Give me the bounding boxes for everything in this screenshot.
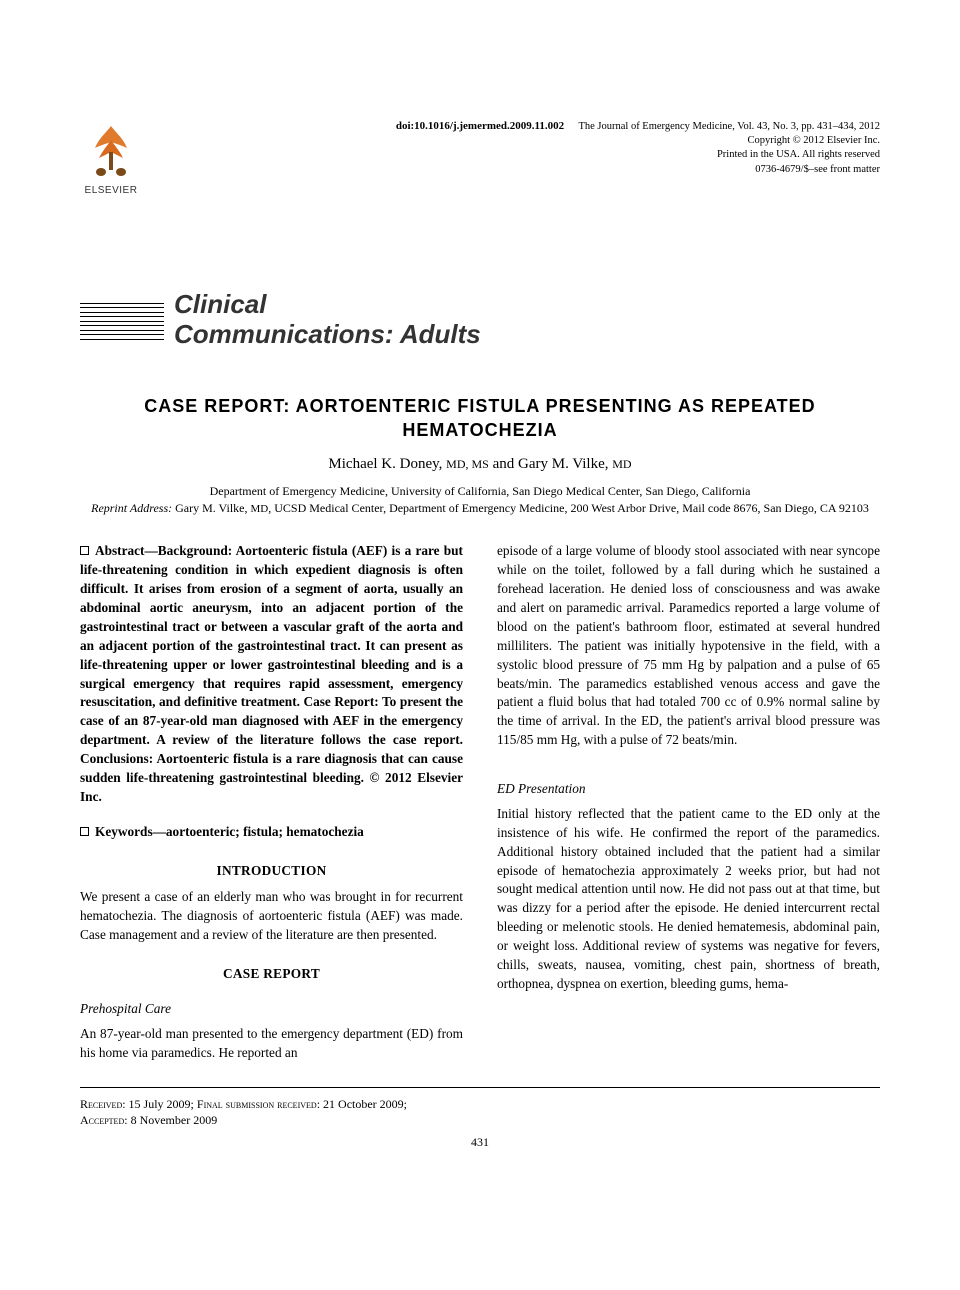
received-label: Received <box>80 1097 122 1111</box>
author-2-degrees: MD <box>612 457 631 471</box>
publisher-name: ELSEVIER <box>80 185 142 196</box>
column-left: Abstract—Background: Aortoenteric fistul… <box>80 542 463 1062</box>
page-number: 431 <box>80 1135 880 1150</box>
section-banner: Clinical Communications: Adults <box>80 290 880 350</box>
footer-rule <box>80 1087 880 1088</box>
reprint-line: Reprint Address: Gary M. Vilke, MD, UCSD… <box>80 500 880 517</box>
author-1-name: Michael K. Doney, <box>328 456 442 472</box>
journal-citation: The Journal of Emergency Medicine, Vol. … <box>578 120 880 134</box>
journal-print: Printed in the USA. All rights reserved <box>578 148 880 162</box>
accepted-label: Accepted <box>80 1113 124 1127</box>
column-right: episode of a large volume of bloody stoo… <box>497 542 880 1062</box>
introduction-body: We present a case of an elderly man who … <box>80 888 463 945</box>
abstract-box-icon <box>80 546 89 555</box>
affiliation-block: Department of Emergency Medicine, Univer… <box>80 483 880 516</box>
author-joiner: and <box>493 456 518 472</box>
ed-presentation-body: Initial history reflected that the patie… <box>497 805 880 994</box>
prehospital-body-cont: episode of a large volume of bloody stoo… <box>497 542 880 750</box>
keywords-text: Keywords—aortoenteric; fistula; hematoch… <box>95 824 364 839</box>
reprint-label: Reprint Address: <box>91 501 172 515</box>
reprint-degree: MD <box>251 503 269 515</box>
author-2-name: Gary M. Vilke, <box>518 456 608 472</box>
final-date: : 21 October 2009; <box>317 1097 407 1111</box>
case-report-heading: CASE REPORT <box>80 965 463 984</box>
section-line2: Communications: Adults <box>174 319 481 349</box>
body-columns: Abstract—Background: Aortoenteric fistul… <box>80 542 880 1062</box>
section-line1: Clinical <box>174 289 266 319</box>
received-date: : 15 July 2009; <box>122 1097 197 1111</box>
accepted-date: : 8 November 2009 <box>124 1113 217 1127</box>
reprint-name: Gary M. Vilke, <box>175 501 250 515</box>
page-header: ELSEVIER The Journal of Emergency Medici… <box>80 120 880 260</box>
reprint-address: , UCSD Medical Center, Department of Eme… <box>268 501 869 515</box>
journal-issn: 0736-4679/$–see front matter <box>578 163 880 177</box>
ed-presentation-subheading: ED Presentation <box>497 780 880 799</box>
section-name: Clinical Communications: Adults <box>174 290 481 350</box>
journal-metadata: The Journal of Emergency Medicine, Vol. … <box>578 120 880 177</box>
journal-copyright: Copyright © 2012 Elsevier Inc. <box>578 134 880 148</box>
elsevier-tree-icon <box>85 120 137 178</box>
introduction-heading: INTRODUCTION <box>80 862 463 881</box>
banner-rules-icon <box>80 303 164 340</box>
abstract-text: Abstract—Background: Aortoenteric fistul… <box>80 543 463 803</box>
affiliation-dept: Department of Emergency Medicine, Univer… <box>80 483 880 499</box>
keywords-block: Keywords—aortoenteric; fistula; hematoch… <box>80 823 463 842</box>
author-line: Michael K. Doney, MD, MS and Gary M. Vil… <box>80 456 880 473</box>
manuscript-dates: Received: 15 July 2009; Final submission… <box>80 1096 880 1130</box>
prehospital-body: An 87-year-old man presented to the emer… <box>80 1025 463 1063</box>
final-label: Final submission received <box>197 1097 317 1111</box>
prehospital-subheading: Prehospital Care <box>80 1000 463 1019</box>
abstract-block: Abstract—Background: Aortoenteric fistul… <box>80 542 463 806</box>
keywords-box-icon <box>80 827 89 836</box>
publisher-logo: ELSEVIER <box>80 120 142 196</box>
article-title: CASE REPORT: AORTOENTERIC FISTULA PRESEN… <box>80 394 880 443</box>
author-1-degrees: MD, MS <box>446 457 489 471</box>
